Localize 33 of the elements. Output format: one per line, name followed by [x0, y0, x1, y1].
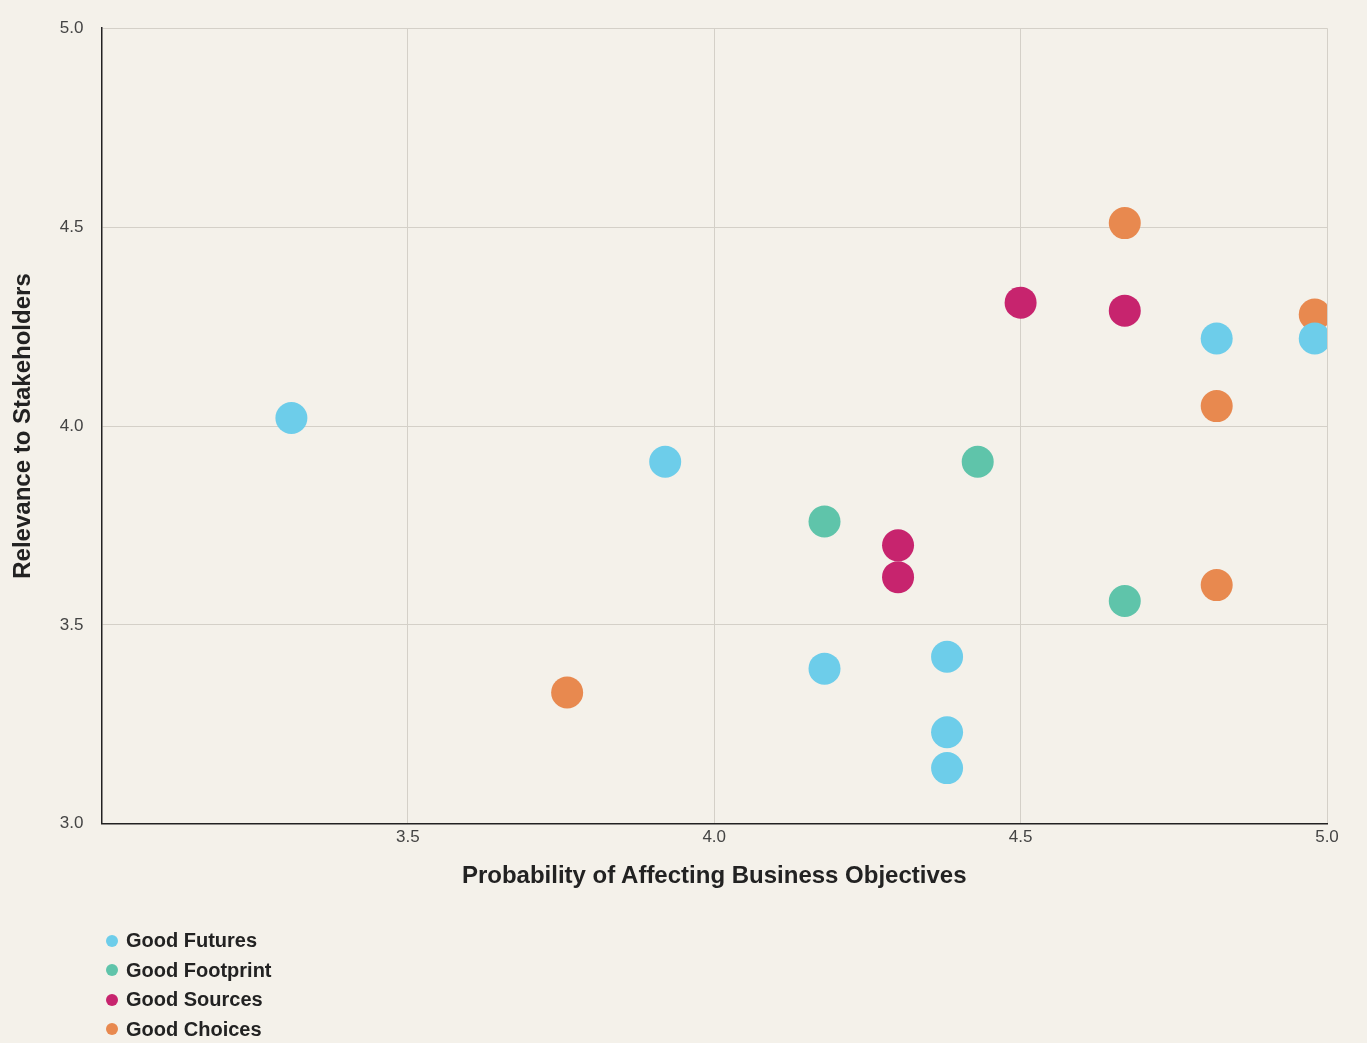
x-tick-label: 3.5 [396, 826, 420, 846]
point [649, 445, 682, 478]
y-tick-label: 3.5 [59, 614, 84, 634]
x-axis-title: Probability of Affecting Business Objectives [461, 861, 967, 889]
point [1108, 207, 1141, 240]
point [808, 505, 841, 538]
point [1108, 585, 1141, 618]
point [882, 561, 915, 594]
point [808, 652, 841, 685]
y-tick-label: 5.0 [59, 17, 84, 37]
y-axis-title: Relevance to Stakeholders [8, 273, 36, 579]
x-tick-label: 4.0 [702, 826, 727, 846]
y-tick-label: 4.5 [59, 216, 84, 236]
point [1200, 322, 1233, 355]
legend-label: Good Futures [126, 929, 258, 953]
point [551, 676, 584, 709]
point [1200, 390, 1233, 423]
point [931, 640, 964, 673]
point [931, 752, 964, 785]
legend-label: Good Footprint [126, 958, 272, 982]
point [1004, 286, 1037, 319]
legend-label: Good Sources [126, 988, 263, 1012]
point [1200, 569, 1233, 602]
legend-label: Good Choices [126, 1017, 262, 1041]
x-tick-label: 5.0 [1315, 826, 1339, 846]
point [275, 402, 308, 435]
point [1108, 294, 1141, 327]
point [961, 445, 994, 478]
y-tick-label: 4.0 [59, 415, 84, 435]
point [931, 716, 964, 749]
y-tick-label: 3.0 [59, 813, 84, 833]
point [882, 529, 915, 562]
x-tick-label: 4.5 [1008, 826, 1033, 846]
